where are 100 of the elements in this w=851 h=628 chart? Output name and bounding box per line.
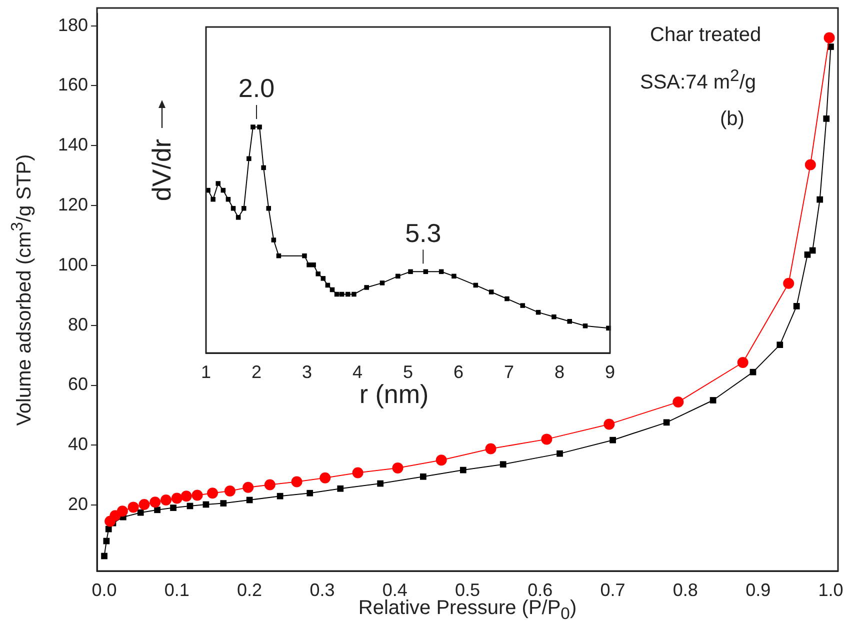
x-tick-label: 1.0 <box>818 580 844 600</box>
point <box>452 274 456 279</box>
point <box>604 418 615 430</box>
point <box>154 506 160 514</box>
point <box>364 285 369 290</box>
x-tick-label: 2 <box>251 362 262 382</box>
point <box>138 498 150 510</box>
point <box>311 262 316 268</box>
point <box>116 506 128 517</box>
point <box>408 269 413 274</box>
point <box>210 196 216 202</box>
point <box>380 280 385 286</box>
x-tick-label: 3 <box>302 362 312 382</box>
point <box>436 454 447 466</box>
point <box>207 488 218 499</box>
point <box>150 496 161 508</box>
point <box>306 490 314 496</box>
x-axis-title: r (nm) <box>359 379 429 410</box>
point <box>320 276 326 281</box>
point <box>804 159 816 170</box>
point <box>392 462 404 474</box>
x-tick-label: 0.4 <box>382 580 408 600</box>
annotation: 2.0 <box>238 73 275 104</box>
point <box>276 492 284 500</box>
x-tick-label: 0.2 <box>237 580 262 600</box>
point <box>488 290 494 294</box>
x-tick-label: 1 <box>200 362 212 382</box>
point <box>809 247 816 254</box>
point <box>216 181 221 186</box>
point <box>823 115 830 122</box>
point <box>663 419 670 426</box>
x-tick-label: 8 <box>554 362 565 382</box>
x-tick-label: 0.1 <box>164 580 190 600</box>
x-tick-label: 5 <box>402 362 414 382</box>
y-tick-label: 120 <box>58 194 88 214</box>
point <box>128 502 139 513</box>
x-tick-label: 6 <box>453 362 464 382</box>
point <box>316 272 320 276</box>
point <box>302 253 307 258</box>
x-tick-label: 7 <box>504 362 514 382</box>
annotation: SSA:74 m$^{2}$/g <box>640 66 756 95</box>
x-tick-label: 0.9 <box>746 580 771 600</box>
x-tick-label: 0.0 <box>92 580 117 600</box>
point <box>396 274 400 279</box>
point <box>504 296 510 302</box>
point <box>320 472 331 484</box>
point <box>291 476 302 488</box>
point <box>783 278 794 289</box>
point <box>710 397 716 404</box>
point <box>776 342 784 348</box>
point <box>672 396 684 408</box>
point <box>241 206 246 211</box>
point <box>552 314 556 320</box>
point <box>250 124 256 130</box>
y-tick-label: 40 <box>68 434 88 454</box>
point <box>737 357 748 368</box>
point <box>261 165 266 170</box>
point <box>236 215 241 220</box>
point <box>170 504 176 511</box>
y-axis-title: dV/dr <box>146 138 178 202</box>
annotation: (b) <box>720 108 744 131</box>
point <box>242 482 254 493</box>
point <box>567 318 572 324</box>
x-tick-label: 0.7 <box>600 580 626 600</box>
y-tick-label: 60 <box>68 374 88 394</box>
point <box>556 450 563 457</box>
point <box>804 251 811 258</box>
y-tick-label: 160 <box>58 74 88 95</box>
point <box>610 436 616 444</box>
point <box>541 434 552 445</box>
point <box>246 156 252 162</box>
y-tick-label: 80 <box>68 314 88 334</box>
point <box>271 238 276 242</box>
point <box>220 500 227 506</box>
point <box>460 466 466 474</box>
x-tick-label: 0.3 <box>310 580 335 600</box>
point <box>824 32 835 44</box>
point <box>750 368 756 376</box>
point <box>105 526 112 532</box>
point <box>192 490 203 501</box>
y-tick-label: 180 <box>58 14 88 35</box>
y-tick-label: 140 <box>58 134 88 155</box>
point <box>137 509 144 516</box>
point <box>520 303 526 308</box>
point <box>420 473 426 480</box>
point <box>377 480 384 487</box>
annotation: Char treated <box>650 24 762 47</box>
point <box>160 494 172 506</box>
point <box>101 552 108 560</box>
x-tick-label: 9 <box>604 362 616 382</box>
point <box>224 486 236 497</box>
y-tick-label: 100 <box>58 254 88 274</box>
point <box>171 492 182 504</box>
point <box>816 196 824 203</box>
x-tick-label: 4 <box>352 362 363 382</box>
x-axis-title: Relative Pressure (P/P$_{0}$) <box>358 597 577 624</box>
point <box>500 461 506 468</box>
point <box>257 124 262 130</box>
annotation: 5.3 <box>405 218 442 248</box>
point <box>264 479 276 490</box>
